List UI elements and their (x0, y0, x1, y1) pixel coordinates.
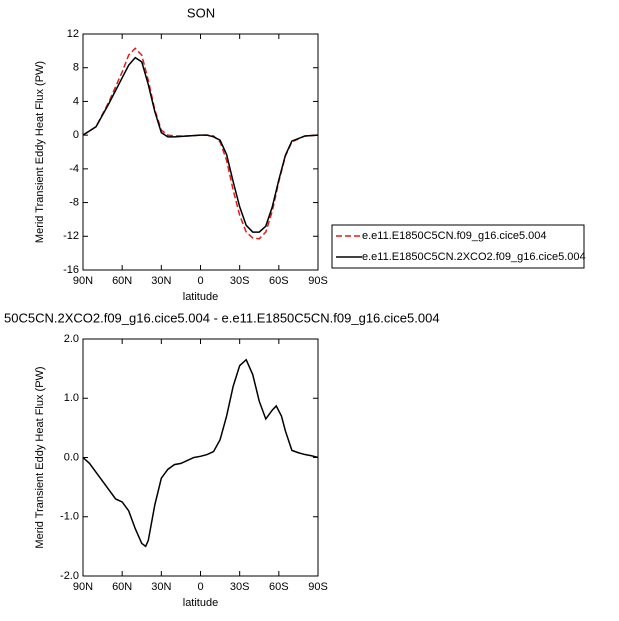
data-line (82, 47, 319, 240)
x-tick-label: 90S (308, 275, 328, 287)
x-tick-label: 60S (269, 275, 289, 287)
y-tick-label: -2.0 (60, 570, 79, 582)
y-tick-label: 4 (73, 95, 79, 107)
legend-label: e.e11.E1850C5CN.2XCO2.f09_g16.cice5.004 (362, 251, 586, 263)
data-line (82, 56, 319, 233)
x-tick-label: 90N (73, 581, 93, 593)
x-tick-label: 90N (73, 275, 93, 287)
y-axis-label: Merid Transient Eddy Heat Flux (PW) (34, 366, 46, 548)
legend-box (331, 224, 585, 269)
plot-frame (82, 33, 319, 271)
y-tick-label: 12 (67, 28, 79, 40)
x-tick-label: 60S (269, 581, 289, 593)
y-tick-label: 0.0 (64, 451, 79, 463)
x-tick-label: 30N (151, 275, 171, 287)
y-tick-label: -16 (63, 264, 79, 276)
y-tick-label: 0 (73, 129, 79, 141)
x-tick-label: 30N (151, 581, 171, 593)
x-tick-label: 90S (308, 581, 328, 593)
x-axis-label: latitude (183, 597, 218, 609)
y-tick-label: 8 (73, 62, 79, 74)
y-tick-label: -4 (69, 163, 79, 175)
y-tick-label: -8 (69, 196, 79, 208)
x-tick-label: 60N (112, 275, 132, 287)
plot-frame (82, 338, 319, 577)
x-tick-label: 0 (197, 275, 203, 287)
x-tick-label: 0 (197, 581, 203, 593)
chart-title: SON (187, 5, 215, 20)
x-tick-label: 30S (230, 581, 250, 593)
y-tick-label: -1.0 (60, 511, 79, 523)
y-tick-label: 1.0 (64, 392, 79, 404)
y-axis-label: Merid Transient Eddy Heat Flux (PW) (34, 61, 46, 243)
y-tick-label: 2.0 (64, 333, 79, 345)
legend-label: e.e11.E1850C5CN.f09_g16.cice5.004 (362, 230, 547, 242)
chart-title: 50C5CN.2XCO2.f09_g16.cice5.004 - e.e11.E… (4, 310, 440, 325)
data-line (82, 358, 319, 548)
x-tick-label: 30S (230, 275, 250, 287)
x-axis-label: latitude (183, 291, 218, 303)
x-tick-label: 60N (112, 581, 132, 593)
y-tick-label: -12 (63, 230, 79, 242)
